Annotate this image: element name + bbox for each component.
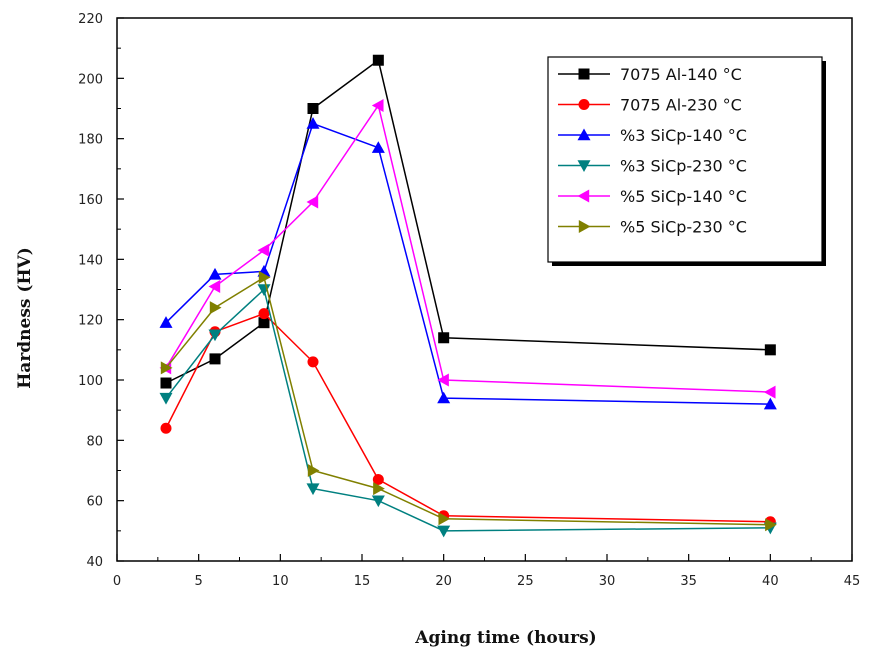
y-tick-label: 60	[86, 495, 103, 510]
data-point	[307, 103, 319, 114]
data-point	[159, 392, 173, 405]
data-point	[208, 279, 221, 293]
series-1	[160, 54, 776, 389]
y-tick-label: 180	[78, 133, 103, 148]
data-point	[373, 482, 385, 496]
series-line	[165, 276, 771, 526]
data-point	[160, 377, 172, 389]
x-tick-label: 20	[435, 574, 452, 589]
y-tick-label: 160	[78, 193, 103, 208]
legend-entry: %3 SiCp-230 °C	[558, 157, 747, 176]
legend-marker	[578, 99, 590, 110]
data-point	[258, 308, 270, 320]
data-point	[765, 518, 777, 532]
data-point	[437, 525, 451, 538]
data-point	[763, 385, 776, 399]
x-tick-label: 0	[113, 574, 121, 589]
series-3	[159, 117, 777, 410]
data-point	[208, 329, 222, 342]
data-point	[437, 373, 449, 387]
y-tick-label: 220	[78, 12, 103, 27]
data-point	[371, 98, 384, 112]
x-tick-label: 5	[195, 574, 203, 589]
data-point	[209, 301, 222, 315]
y-tick-label: 80	[86, 434, 103, 449]
y-tick-label: 100	[78, 374, 103, 389]
x-axis-title: Aging time (hours)	[414, 628, 596, 648]
data-point	[258, 317, 270, 329]
data-point	[258, 270, 271, 284]
data-point	[209, 353, 221, 365]
x-tick-label: 40	[762, 574, 779, 589]
legend-entry: %5 SiCp-230 °C	[558, 218, 747, 237]
data-point	[208, 267, 222, 280]
y-axis-title: Hardness (HV)	[15, 247, 35, 389]
data-point	[306, 117, 320, 129]
series-line	[165, 288, 771, 532]
legend-label: %3 SiCp-230 °C	[620, 157, 747, 176]
data-point	[160, 422, 172, 434]
legend-entry: 7075 Al-230 °C	[558, 96, 742, 115]
legend-entry: 7075 Al-140 °C	[558, 65, 742, 84]
y-tick-label: 140	[78, 253, 103, 268]
y-tick-label: 200	[78, 72, 103, 87]
data-point	[763, 397, 777, 410]
y-tick-label: 120	[78, 314, 103, 329]
legend-label: 7075 Al-230 °C	[620, 96, 742, 115]
legend-marker	[577, 189, 590, 203]
data-point	[371, 495, 385, 508]
legend-label: 7075 Al-140 °C	[620, 65, 742, 84]
series-4	[159, 284, 777, 538]
legend-entry: %3 SiCp-140 °C	[558, 126, 747, 145]
legend-label: %5 SiCp-230 °C	[620, 218, 747, 237]
data-point	[306, 483, 320, 496]
data-point	[764, 344, 776, 356]
series-6	[160, 270, 777, 532]
data-point	[371, 141, 385, 153]
series-layer	[159, 54, 777, 538]
x-tick-label: 15	[354, 574, 371, 589]
data-point	[372, 54, 384, 66]
legend-marker	[577, 128, 591, 141]
x-tick-label: 30	[599, 574, 616, 589]
data-point	[372, 474, 384, 486]
data-point	[438, 512, 451, 526]
legend: 7075 Al-140 °C 7075 Al-230 °C %3 SiCp-140 …	[547, 56, 826, 266]
legend-marker	[578, 220, 591, 233]
legend-marker	[577, 160, 591, 172]
series-2	[160, 308, 776, 528]
legend-label: %5 SiCp-140 °C	[620, 187, 747, 206]
data-point	[437, 391, 451, 404]
data-point	[306, 195, 319, 209]
data-point	[307, 464, 320, 477]
data-point	[160, 361, 173, 375]
y-tick-label: 40	[86, 555, 103, 570]
legend-box	[547, 56, 823, 263]
axes: 0 5 10 15 20 25 30 35 40 45 40 60 80 100 120 140 160 180 2…	[78, 12, 860, 589]
data-point	[257, 243, 270, 257]
legend-marker	[578, 68, 590, 80]
x-tick-label: 45	[844, 574, 861, 589]
series-line	[165, 312, 771, 523]
data-point	[307, 356, 319, 368]
data-point	[159, 316, 173, 328]
data-point	[438, 332, 450, 344]
x-tick-label: 25	[517, 574, 534, 589]
legend-entry: %5 SiCp-140 °C	[558, 187, 747, 206]
x-tick-label: 10	[272, 574, 289, 589]
x-tick-label: 35	[680, 574, 697, 589]
legend-label: %3 SiCp-140 °C	[620, 126, 747, 145]
